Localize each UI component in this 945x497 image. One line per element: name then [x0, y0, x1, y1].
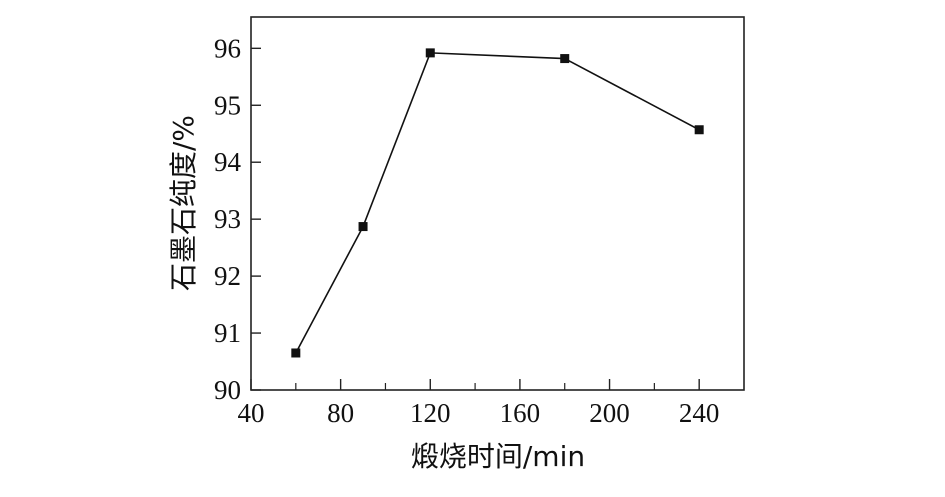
data-point-marker: [425, 48, 435, 58]
x-axis-tick-labels: 40 80 120 160 200 240: [238, 398, 720, 428]
y-tick-label: 96: [214, 33, 241, 63]
series-points: [291, 48, 704, 358]
plot-frame: [250, 16, 745, 391]
series-line-segment: [564, 57, 700, 131]
data-point-marker: [560, 54, 570, 64]
data-point-marker: [291, 348, 301, 358]
x-tick-label: 80: [327, 398, 354, 428]
y-axis-ticks: [251, 47, 261, 391]
x-tick-label: 120: [410, 398, 451, 428]
series-line-segment: [295, 226, 364, 354]
x-axis-ticks: [250, 379, 700, 390]
y-tick-label: 91: [214, 318, 241, 348]
data-point-marker: [694, 125, 704, 135]
series-line-segment: [430, 52, 565, 60]
series-lines: [295, 52, 700, 354]
y-tick-label: 94: [214, 147, 242, 177]
y-tick-label: 92: [214, 261, 241, 291]
x-tick-label: 160: [500, 398, 541, 428]
y-axis-tick-labels: 90 91 92 93 94 95 96: [214, 33, 242, 405]
x-tick-label: 40: [238, 398, 265, 428]
series-line-segment: [362, 52, 432, 227]
y-tick-label: 90: [214, 375, 241, 405]
x-tick-label: 200: [589, 398, 630, 428]
x-axis-title: 煅烧时间/min: [411, 440, 585, 473]
y-tick-label: 95: [214, 90, 241, 120]
y-tick-label: 93: [214, 204, 241, 234]
x-tick-label: 240: [679, 398, 720, 428]
data-point-marker: [358, 222, 368, 232]
y-axis-title: 石墨石纯度/%: [167, 115, 200, 291]
